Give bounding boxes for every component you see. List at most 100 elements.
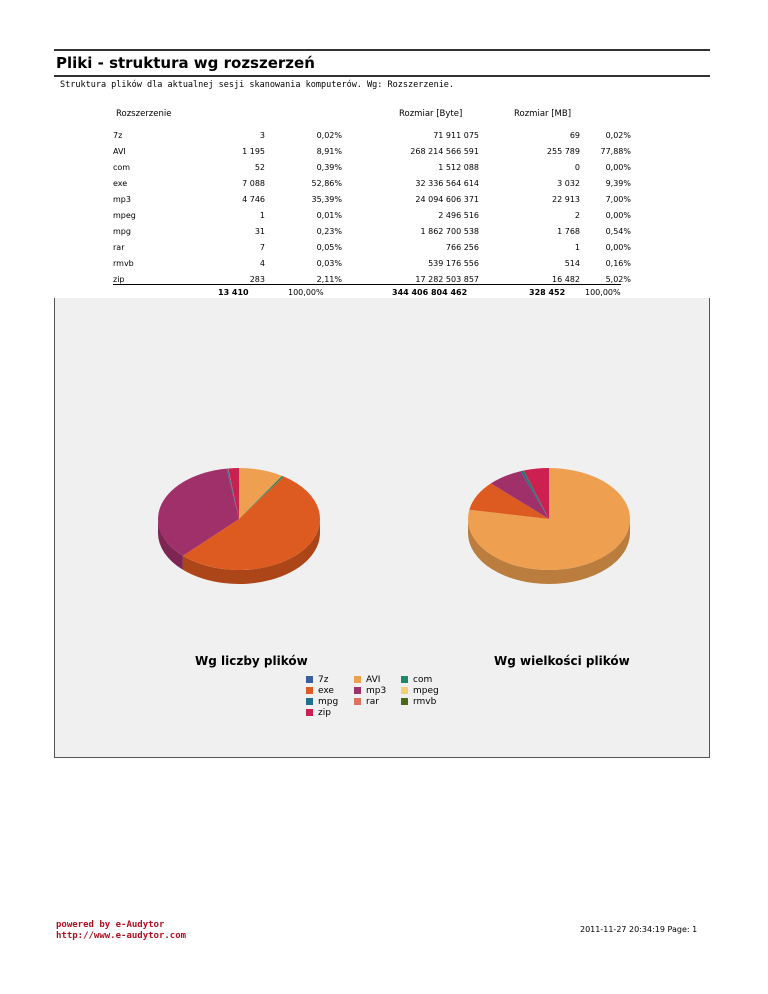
legend-item: 7z: [306, 675, 338, 686]
cell-mb-pct: 77,88%: [600, 146, 631, 156]
cell-count: 3: [259, 130, 265, 140]
cell-ext: AVI: [113, 146, 126, 156]
legend-item: mpg: [306, 697, 338, 708]
cell-mb: 1 768: [557, 226, 580, 236]
legend-item: com: [401, 675, 439, 686]
legend-label: rar: [366, 697, 379, 707]
cell-bytes: 24 094 606 371: [415, 194, 479, 204]
cell-count: 283: [249, 274, 265, 284]
cell-bytes: 2 496 516: [438, 210, 479, 220]
legend-swatch: [354, 686, 361, 694]
cell-bytes: 766 256: [445, 242, 479, 252]
table-row: com 52 0,39% 1 512 088 0 0,00%: [113, 159, 631, 175]
cell-count: 7 088: [242, 178, 265, 188]
pie-slice: [228, 468, 239, 519]
legend-label: rmvb: [413, 697, 437, 707]
table-row: exe 7 088 52,86% 32 336 564 614 3 032 9,39%: [113, 175, 631, 191]
pie-slice: [239, 475, 284, 519]
table-row: zip 283 2,11% 17 282 503 857 16 482 5,02%: [113, 271, 631, 287]
legend-swatch: [354, 675, 361, 683]
legend-label: exe: [318, 686, 334, 696]
legend-label: mp3: [366, 686, 387, 696]
table-row: rar 7 0,05% 766 256 1 0,00%: [113, 239, 631, 255]
pie-slice: [523, 470, 549, 519]
legend-item: zip: [306, 708, 338, 719]
pie-slice: [239, 468, 283, 519]
cell-ext: rmvb: [113, 258, 134, 268]
table-row: 7z 3 0,02% 71 911 075 69 0,02%: [113, 127, 631, 143]
cell-ext: mpg: [113, 226, 131, 236]
legend-swatch: [306, 686, 313, 694]
total-count-pct: 100,00%: [288, 288, 324, 297]
column-header-mb: Rozmiar [MB]: [514, 109, 572, 119]
cell-mb: 69: [569, 130, 580, 140]
cell-count-pct: 0,23%: [316, 226, 342, 236]
cell-ext: exe: [113, 178, 128, 188]
cell-bytes: 71 911 075: [433, 130, 479, 140]
cell-bytes: 32 336 564 614: [415, 178, 479, 188]
chart-title-size: Wg wielkości plików: [494, 654, 630, 668]
cell-ext: zip: [113, 274, 125, 284]
pie-slice: [157, 468, 239, 556]
cell-mb-pct: 0,00%: [605, 162, 631, 172]
pie-slice-side: [158, 519, 183, 570]
cell-ext: mp3: [113, 194, 131, 204]
legend-item: mpeg: [401, 686, 439, 697]
cell-mb: 22 913: [552, 194, 580, 204]
cell-ext: com: [113, 162, 131, 172]
pie-slice-side: [468, 519, 630, 584]
cell-count: 31: [254, 226, 265, 236]
cell-mb-pct: 0,16%: [605, 258, 631, 268]
page-subtitle: Struktura plików dla aktualnej sesji ska…: [60, 80, 455, 90]
cell-mb-pct: 5,02%: [605, 274, 631, 284]
cell-count: 52: [254, 162, 265, 172]
powered-by: powered by e-Audytor http://www.e-audyto…: [56, 920, 186, 942]
pie-slice: [182, 476, 320, 570]
pie-slice: [490, 471, 549, 519]
cell-count-pct: 0,02%: [316, 130, 342, 140]
legend-label: com: [413, 675, 433, 685]
total-count: 13 410: [218, 288, 249, 297]
legend-label: mpeg: [413, 686, 439, 696]
pie-slice: [228, 468, 239, 519]
cell-count: 7: [259, 242, 265, 252]
legend-item: rar: [354, 697, 386, 708]
total-mb: 328 452: [529, 288, 566, 297]
pie-slice: [469, 483, 549, 519]
pie-chart: [157, 468, 320, 585]
legend-swatch: [306, 675, 313, 683]
cell-bytes: 17 282 503 857: [415, 274, 479, 284]
page-info: 2011-11-27 20:34:19 Page: 1: [580, 925, 697, 934]
cell-mb-pct: 0,54%: [605, 226, 631, 236]
powered-by-url[interactable]: http://www.e-audytor.com: [56, 931, 187, 941]
cell-count: 1: [259, 210, 265, 220]
cell-count-pct: 0,03%: [316, 258, 342, 268]
table-row: mpeg 1 0,01% 2 496 516 2 0,00%: [113, 207, 631, 223]
table-row: AVI 1 195 8,91% 268 214 566 591 255 789 77,88…: [113, 143, 631, 159]
timestamp: 2011-11-27 20:34:19: [580, 925, 665, 934]
cell-mb-pct: 7,00%: [605, 194, 631, 204]
cell-mb: 2: [574, 210, 580, 220]
legend-label: mpg: [318, 697, 339, 707]
legend-swatch: [306, 697, 313, 705]
cell-mb: 3 032: [557, 178, 580, 188]
total-mb-pct: 100,00%: [585, 288, 621, 297]
cell-mb-pct: 0,02%: [605, 130, 631, 140]
pie-slice: [227, 468, 239, 519]
legend-label: AVI: [366, 675, 381, 685]
column-header-extension: Rozszerzenie: [116, 109, 172, 119]
cell-count-pct: 0,39%: [316, 162, 342, 172]
cell-count-pct: 52,86%: [311, 178, 342, 188]
cell-ext: rar: [113, 242, 125, 252]
cell-bytes: 539 176 556: [428, 258, 479, 268]
cell-bytes: 1 862 700 538: [420, 226, 479, 236]
cell-mb-pct: 0,00%: [605, 210, 631, 220]
legend-item: mp3: [354, 686, 386, 697]
cell-mb-pct: 9,39%: [605, 178, 631, 188]
cell-count-pct: 35,39%: [311, 194, 342, 204]
table-row: rmvb 4 0,03% 539 176 556 514 0,16%: [113, 255, 631, 271]
pie-slice: [226, 468, 239, 519]
cell-ext: 7z: [113, 130, 123, 140]
cell-count: 1 195: [242, 146, 265, 156]
cell-ext: mpeg: [113, 210, 136, 220]
